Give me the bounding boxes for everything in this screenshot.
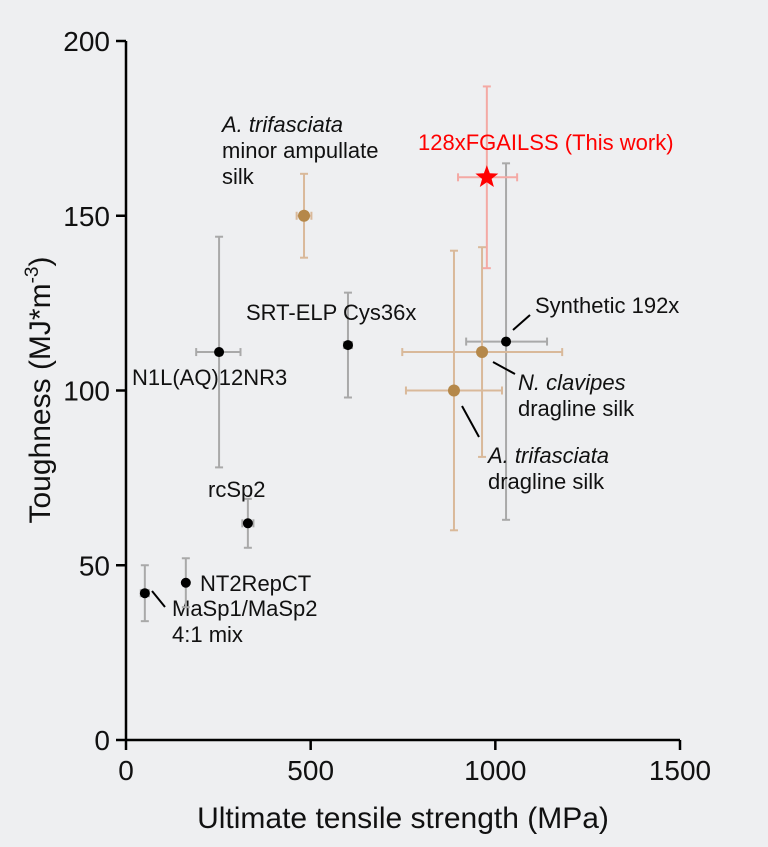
data-point-group: N1L(AQ)12NR3: [132, 235, 287, 469]
point-label: N. clavipes: [518, 370, 626, 395]
data-point-group: rcSp2: [208, 477, 265, 549]
point-label: A. trifasciata: [220, 112, 343, 137]
point-label: N1L(AQ)12NR3: [132, 365, 287, 390]
point-marker: [242, 518, 253, 529]
y-tick-label: 200: [63, 26, 110, 57]
y-tick-label: 100: [63, 376, 110, 407]
point-label: MaSp1/MaSp2: [172, 596, 318, 621]
point-marker: [298, 209, 311, 222]
leader-line: [151, 590, 166, 608]
data-point-group: Synthetic 192x: [465, 162, 679, 521]
point-marker: [476, 346, 489, 359]
x-tick-label: 0: [118, 755, 134, 786]
point-marker: [447, 384, 460, 397]
y-tick-label: 0: [94, 725, 110, 756]
point-marker: [139, 588, 150, 599]
data-point-group: NT2RepCT: [180, 557, 311, 609]
point-label: rcSp2: [208, 477, 265, 502]
leader-line: [461, 405, 480, 438]
axes: 0 500 1000 1500 0 50 100 150 200: [63, 26, 711, 786]
point-label: A. trifasciata: [486, 443, 609, 468]
point-marker: [501, 336, 512, 347]
leader-line: [512, 314, 531, 331]
data-point-group: 128xFGAILSS (This work): [418, 85, 674, 270]
point-label: dragline silk: [518, 396, 635, 421]
y-axis-label-sup: -3: [22, 267, 43, 284]
point-label: silk: [222, 164, 255, 189]
x-axis-label: Ultimate tensile strength (MPa): [197, 802, 609, 835]
x-tick-label: 500: [287, 755, 334, 786]
point-label: 4:1 mix: [172, 622, 243, 647]
point-marker: [180, 577, 191, 588]
star-marker: [475, 165, 499, 187]
x-tick-label: 1500: [649, 755, 711, 786]
point-marker: [342, 340, 353, 351]
x-tick-label: 1000: [464, 755, 526, 786]
leader-line: [492, 361, 516, 375]
point-label: dragline silk: [488, 469, 605, 494]
point-marker: [214, 347, 225, 358]
point-label: NT2RepCT: [200, 571, 311, 596]
y-axis-label-main: Toughness (MJ*m: [24, 283, 57, 523]
point-label: Synthetic 192x: [535, 293, 679, 318]
y-tick-label: 50: [79, 550, 110, 581]
data-point-group: SRT-ELP Cys36x: [246, 291, 416, 399]
point-label: minor ampullate: [222, 138, 379, 163]
point-label: SRT-ELP Cys36x: [246, 300, 416, 325]
y-axis-label: Toughness (MJ*m-3): [22, 257, 57, 524]
y-axis-label-end: ): [24, 257, 57, 267]
point-label: 128xFGAILSS (This work): [418, 130, 674, 155]
y-tick-label: 150: [63, 201, 110, 232]
